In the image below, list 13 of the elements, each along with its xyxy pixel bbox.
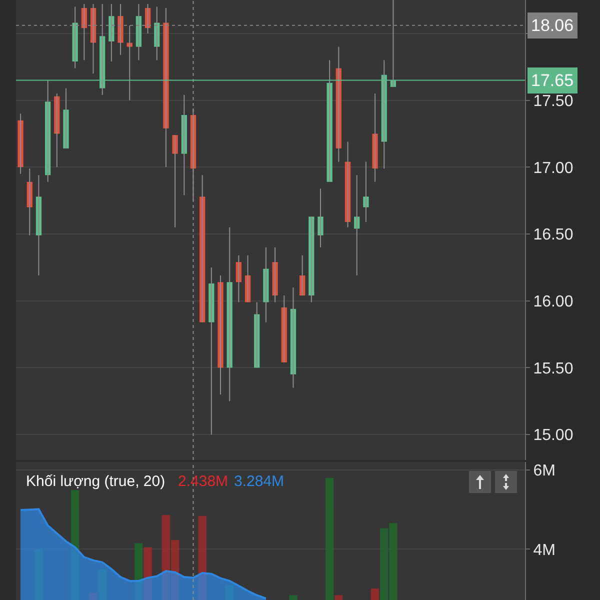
y-tick-label: 15.00: [533, 427, 574, 444]
ref-line-label: 17.65: [531, 71, 574, 90]
y-tick-label: 17.50: [533, 92, 574, 110]
y-tick-label: 16.50: [533, 226, 574, 244]
y-tick-label: 17.00: [533, 160, 574, 177]
y-tick-label: 15.50: [533, 360, 574, 378]
y-tick-label: 4M: [533, 542, 556, 559]
annotation: 2.438M: [178, 473, 228, 490]
text: Khối lượng (true, 20): [26, 473, 166, 490]
ref-line-label: 18.06: [531, 16, 574, 35]
y-tick-label: 16.00: [533, 293, 574, 310]
annotation: 3.284M: [234, 473, 284, 490]
y-tick-label: 6M: [533, 462, 556, 480]
